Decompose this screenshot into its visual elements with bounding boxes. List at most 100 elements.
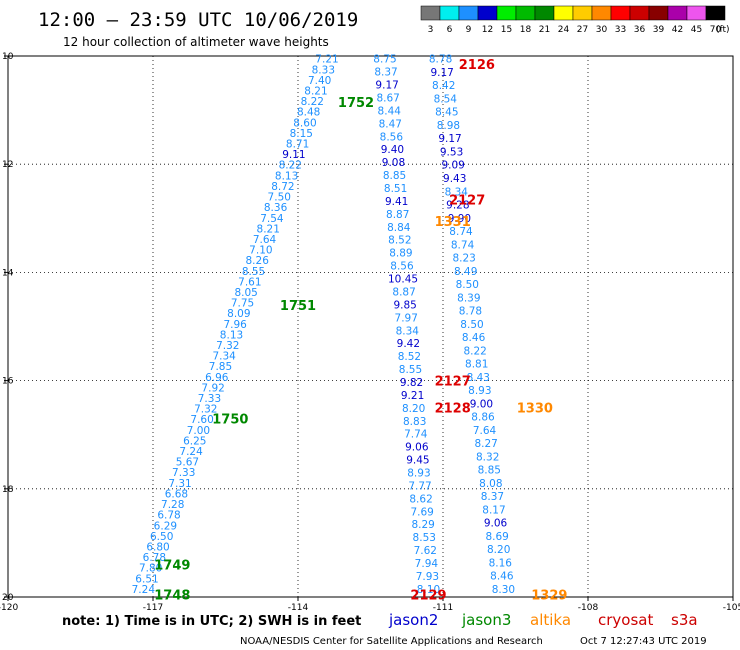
wave-height-point: 9.17 xyxy=(430,67,453,79)
wave-height-point: 8.21 xyxy=(304,86,327,98)
wave-height-point: 6.80 xyxy=(146,541,169,553)
x-axis-ticks: -120 -117 -114 -111 -108 -105 xyxy=(0,597,740,613)
wave-height-point: 8.49 xyxy=(454,266,477,278)
wave-height-point: 8.46 xyxy=(490,571,514,583)
wave-height-point: 8.45 xyxy=(435,107,458,119)
wave-height-point: 9.43 xyxy=(443,173,466,185)
legend-jason3: jason3 xyxy=(461,611,511,629)
wave-height-point: 8.22 xyxy=(279,160,302,172)
legend-altika: altika xyxy=(530,611,571,629)
wave-height-point: 6.68 xyxy=(165,488,188,500)
wave-height-values: 7.218.337.408.218.228.488.608.158.719.11… xyxy=(132,54,515,596)
wave-height-point: 8.32 xyxy=(476,451,499,463)
wave-height-point: 7.31 xyxy=(168,478,191,490)
color-scale-swatch xyxy=(629,5,650,21)
pass-time-label: 1749 xyxy=(154,559,190,574)
wave-height-point: 8.84 xyxy=(387,222,411,234)
color-scale-swatch xyxy=(439,5,460,21)
color-scale-swatch xyxy=(553,5,574,21)
wave-height-point: 7.50 xyxy=(268,192,291,204)
wave-height-point: 9.85 xyxy=(393,299,416,311)
wave-height-point: 7.75 xyxy=(231,298,254,310)
wave-height-point: 8.55 xyxy=(242,266,265,278)
color-scale-unit: (ft) xyxy=(716,25,730,35)
wave-height-point: 8.74 xyxy=(451,239,475,251)
wave-height-point: 8.33 xyxy=(312,64,335,76)
wave-height-point: 7.32 xyxy=(194,404,217,416)
wave-height-point: 9.17 xyxy=(375,80,398,92)
wave-height-point: 9.45 xyxy=(406,455,429,467)
color-scale-swatch xyxy=(648,5,669,21)
wave-height-point: 7.21 xyxy=(315,54,338,66)
wave-height-point: 7.74 xyxy=(404,429,428,441)
wave-height-point: 6.96 xyxy=(205,372,229,384)
wave-height-point: 8.05 xyxy=(234,287,257,299)
wave-height-point: 9.53 xyxy=(440,146,463,158)
legend-cryosat: cryosat xyxy=(598,611,653,629)
wave-height-point: 8.08 xyxy=(479,478,502,490)
wave-height-point: 8.39 xyxy=(457,292,480,304)
wave-height-point: 8.52 xyxy=(388,235,411,247)
pass-time-label: 2127 xyxy=(449,193,485,208)
color-scale-swatch xyxy=(420,5,441,21)
x-tick-label: -105 xyxy=(723,603,740,613)
wave-height-point: 8.53 xyxy=(413,532,436,544)
wave-height-point: 8.34 xyxy=(396,325,420,337)
wave-height-point: 8.46 xyxy=(462,332,486,344)
wave-height-point: 8.17 xyxy=(482,504,505,516)
pass-time-label: 2126 xyxy=(459,58,495,73)
wave-height-point: 7.64 xyxy=(253,234,277,246)
wave-height-point: 7.94 xyxy=(415,558,439,570)
wave-height-point: 8.48 xyxy=(297,107,320,119)
wave-height-point: 7.64 xyxy=(473,425,497,437)
wave-height-point: 8.13 xyxy=(220,329,243,341)
wave-height-point: 8.37 xyxy=(374,67,397,79)
wave-height-point: 8.93 xyxy=(468,385,491,397)
color-scale-label: 21 xyxy=(539,25,550,35)
color-scale-label: 27 xyxy=(577,25,588,35)
wave-height-point: 7.77 xyxy=(408,480,431,492)
wave-height-point: 8.71 xyxy=(286,139,309,151)
y-tick-label: 20 xyxy=(2,593,14,603)
wave-height-point: 8.56 xyxy=(380,131,404,143)
pass-time-label: 1751 xyxy=(280,299,316,314)
wave-height-point: 9.41 xyxy=(385,196,408,208)
wave-height-point: 8.20 xyxy=(487,544,510,556)
plot-area: -120 -117 -114 -111 -108 -105 10 12 14 16 18 20 7.… xyxy=(0,52,740,613)
wave-height-point: 8.87 xyxy=(392,286,415,298)
pass-time-label: 1331 xyxy=(435,215,471,230)
wave-height-point: 8.37 xyxy=(481,491,504,503)
wave-height-point: 9.06 xyxy=(484,518,508,530)
wave-height-point: 9.11 xyxy=(282,149,305,161)
color-scale-swatch xyxy=(477,5,498,21)
x-tick-label: -117 xyxy=(143,603,163,613)
wave-height-point: 7.61 xyxy=(238,276,261,288)
wave-height-point: 7.92 xyxy=(201,382,224,394)
color-scale-label: 42 xyxy=(672,25,683,35)
color-scale-label: 30 xyxy=(596,25,608,35)
wave-height-point: 7.96 xyxy=(223,319,247,331)
color-scale-swatch xyxy=(534,5,555,21)
color-scale-swatch xyxy=(496,5,517,21)
wave-height-point: 9.17 xyxy=(438,133,461,145)
wave-height-point: 7.40 xyxy=(308,75,331,87)
wave-height-point: 9.40 xyxy=(381,144,404,156)
wave-height-point: 8.23 xyxy=(452,253,475,265)
pass-time-label: 2129 xyxy=(410,588,446,603)
wave-height-point: 8.89 xyxy=(389,248,412,260)
wave-height-point: 8.21 xyxy=(257,223,280,235)
y-tick-label: 18 xyxy=(2,485,14,495)
color-scale-swatch xyxy=(705,5,726,21)
color-scale-label: 3 xyxy=(428,25,434,35)
wave-height-point: 7.28 xyxy=(161,499,184,511)
wave-height-point: 8.69 xyxy=(485,531,508,543)
wave-height-point: 9.42 xyxy=(397,338,420,350)
wave-height-point: 8.29 xyxy=(411,519,434,531)
wave-height-point: 9.82 xyxy=(400,377,423,389)
legend-s3a: s3a xyxy=(671,611,698,629)
wave-height-point: 8.43 xyxy=(467,372,490,384)
wave-height-point: 8.87 xyxy=(386,209,409,221)
wave-height-point: 8.20 xyxy=(402,403,425,415)
wave-height-point: 8.15 xyxy=(290,128,313,140)
